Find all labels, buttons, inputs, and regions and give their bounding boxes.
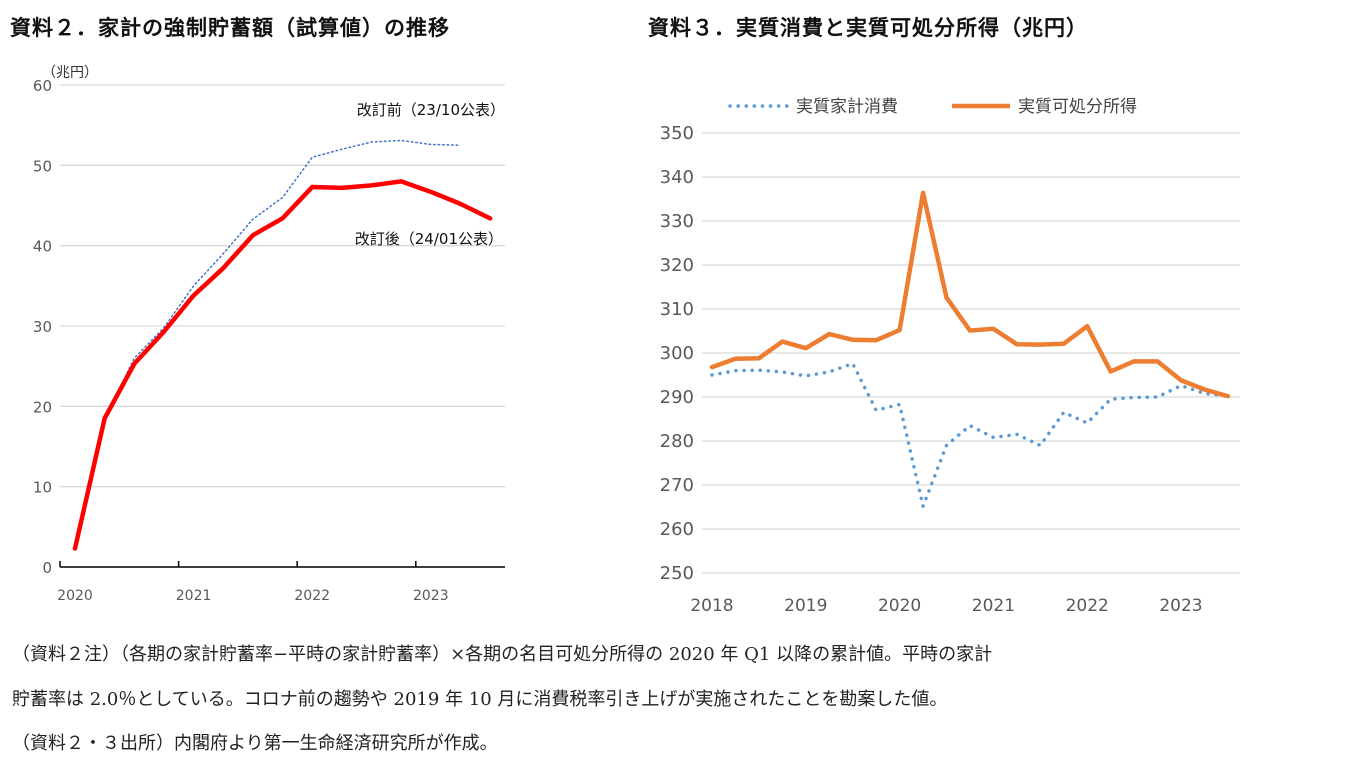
- y-tick-label: 0: [42, 559, 52, 577]
- y-tick-label: 30: [33, 318, 52, 336]
- y-tick-label: 350: [660, 123, 694, 144]
- y-tick-label: 250: [660, 563, 694, 584]
- x-tick-label: 2022: [294, 588, 330, 604]
- y-axis-unit: （兆円）: [42, 65, 98, 81]
- note-line-2: 貯蓄率は 2.0％としている。コロナ前の趨勢や 2019 年 10 月に消費税率…: [12, 689, 948, 710]
- y-tick-label: 50: [33, 157, 52, 175]
- y-tick-label: 340: [660, 167, 694, 188]
- left-chart-title: 資料２．家計の強制貯蓄額（試算値）の推移: [10, 16, 450, 40]
- series-line-1: [74, 139, 462, 550]
- x-tick-label: 2022: [1066, 596, 1109, 616]
- y-tick-label: 290: [660, 387, 694, 408]
- note-line-1: （資料２注）（各期の家計貯蓄率−平時の家計貯蓄率）×各期の名目可処分所得の 20…: [12, 644, 993, 665]
- y-tick-label: 330: [660, 211, 694, 232]
- x-tick-label: 2023: [1159, 596, 1202, 616]
- x-tick-label: 2021: [972, 596, 1015, 616]
- y-tick-label: 20: [33, 398, 52, 416]
- series-label-after: 改訂後（24/01公表）: [355, 230, 503, 248]
- series-line-2: [709, 190, 1231, 399]
- y-tick-label: 270: [660, 475, 694, 496]
- y-tick-label: 10: [33, 479, 52, 497]
- y-tick-label: 280: [660, 431, 694, 452]
- right-chart-title: 資料３．実質消費と実質可処分所得（兆円）: [648, 16, 1088, 40]
- charts-canvas: 0 10 20 30 40 50 60 2020 2021 2022 2023 （兆円） 改訂前（23/…: [33, 65, 1240, 616]
- y-tick-label: 310: [660, 299, 694, 320]
- y-tick-label: 300: [660, 343, 694, 364]
- y-tick-label: 60: [33, 77, 52, 95]
- legend-label-income: 実質可処分所得: [1018, 97, 1137, 117]
- x-tick-label: 2018: [690, 596, 733, 616]
- legend-label-consumption: 実質家計消費: [796, 97, 898, 117]
- y-tick-label: 260: [660, 519, 694, 540]
- note-line-3: （資料２・３出所）内閣府より第一生命経済研究所が作成。: [12, 733, 498, 754]
- x-tick-label: 2020: [57, 588, 93, 604]
- x-tick-label: 2019: [784, 596, 827, 616]
- series-label-before: 改訂前（23/10公表）: [357, 101, 505, 119]
- x-tick-label: 2020: [878, 596, 921, 616]
- x-tick-label: 2023: [413, 588, 449, 604]
- y-tick-label: 40: [33, 238, 52, 256]
- x-tick-label: 2021: [176, 588, 212, 604]
- y-tick-label: 320: [660, 255, 694, 276]
